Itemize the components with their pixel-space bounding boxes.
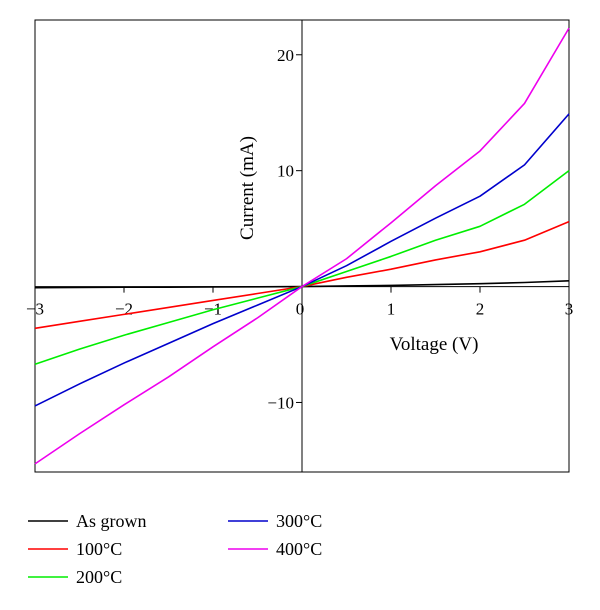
legend-label-100-c: 100°C — [76, 539, 122, 559]
y-tick-label: −10 — [267, 393, 294, 412]
legend-label-400-c: 400°C — [276, 539, 322, 559]
series-line-400-c — [34, 27, 570, 465]
x-tick-label: −3 — [26, 300, 44, 319]
y-axis-label: Current (mA) — [237, 136, 258, 240]
y-tick-label: 10 — [277, 162, 294, 181]
legend-label-as-grown: As grown — [76, 511, 147, 531]
y-tick-label: 20 — [277, 46, 294, 65]
x-axis-label: Voltage (V) — [390, 334, 479, 355]
legend-label-300-c: 300°C — [276, 511, 322, 531]
x-tick-label: 3 — [565, 300, 574, 319]
legend-label-200-c: 200°C — [76, 567, 122, 587]
legend: As grown 100°C 200°C 300°C 400°C — [28, 511, 322, 587]
x-tick-label: 0 — [296, 300, 305, 319]
x-tick-label: 2 — [476, 300, 485, 319]
x-tick-label: 1 — [387, 300, 396, 319]
